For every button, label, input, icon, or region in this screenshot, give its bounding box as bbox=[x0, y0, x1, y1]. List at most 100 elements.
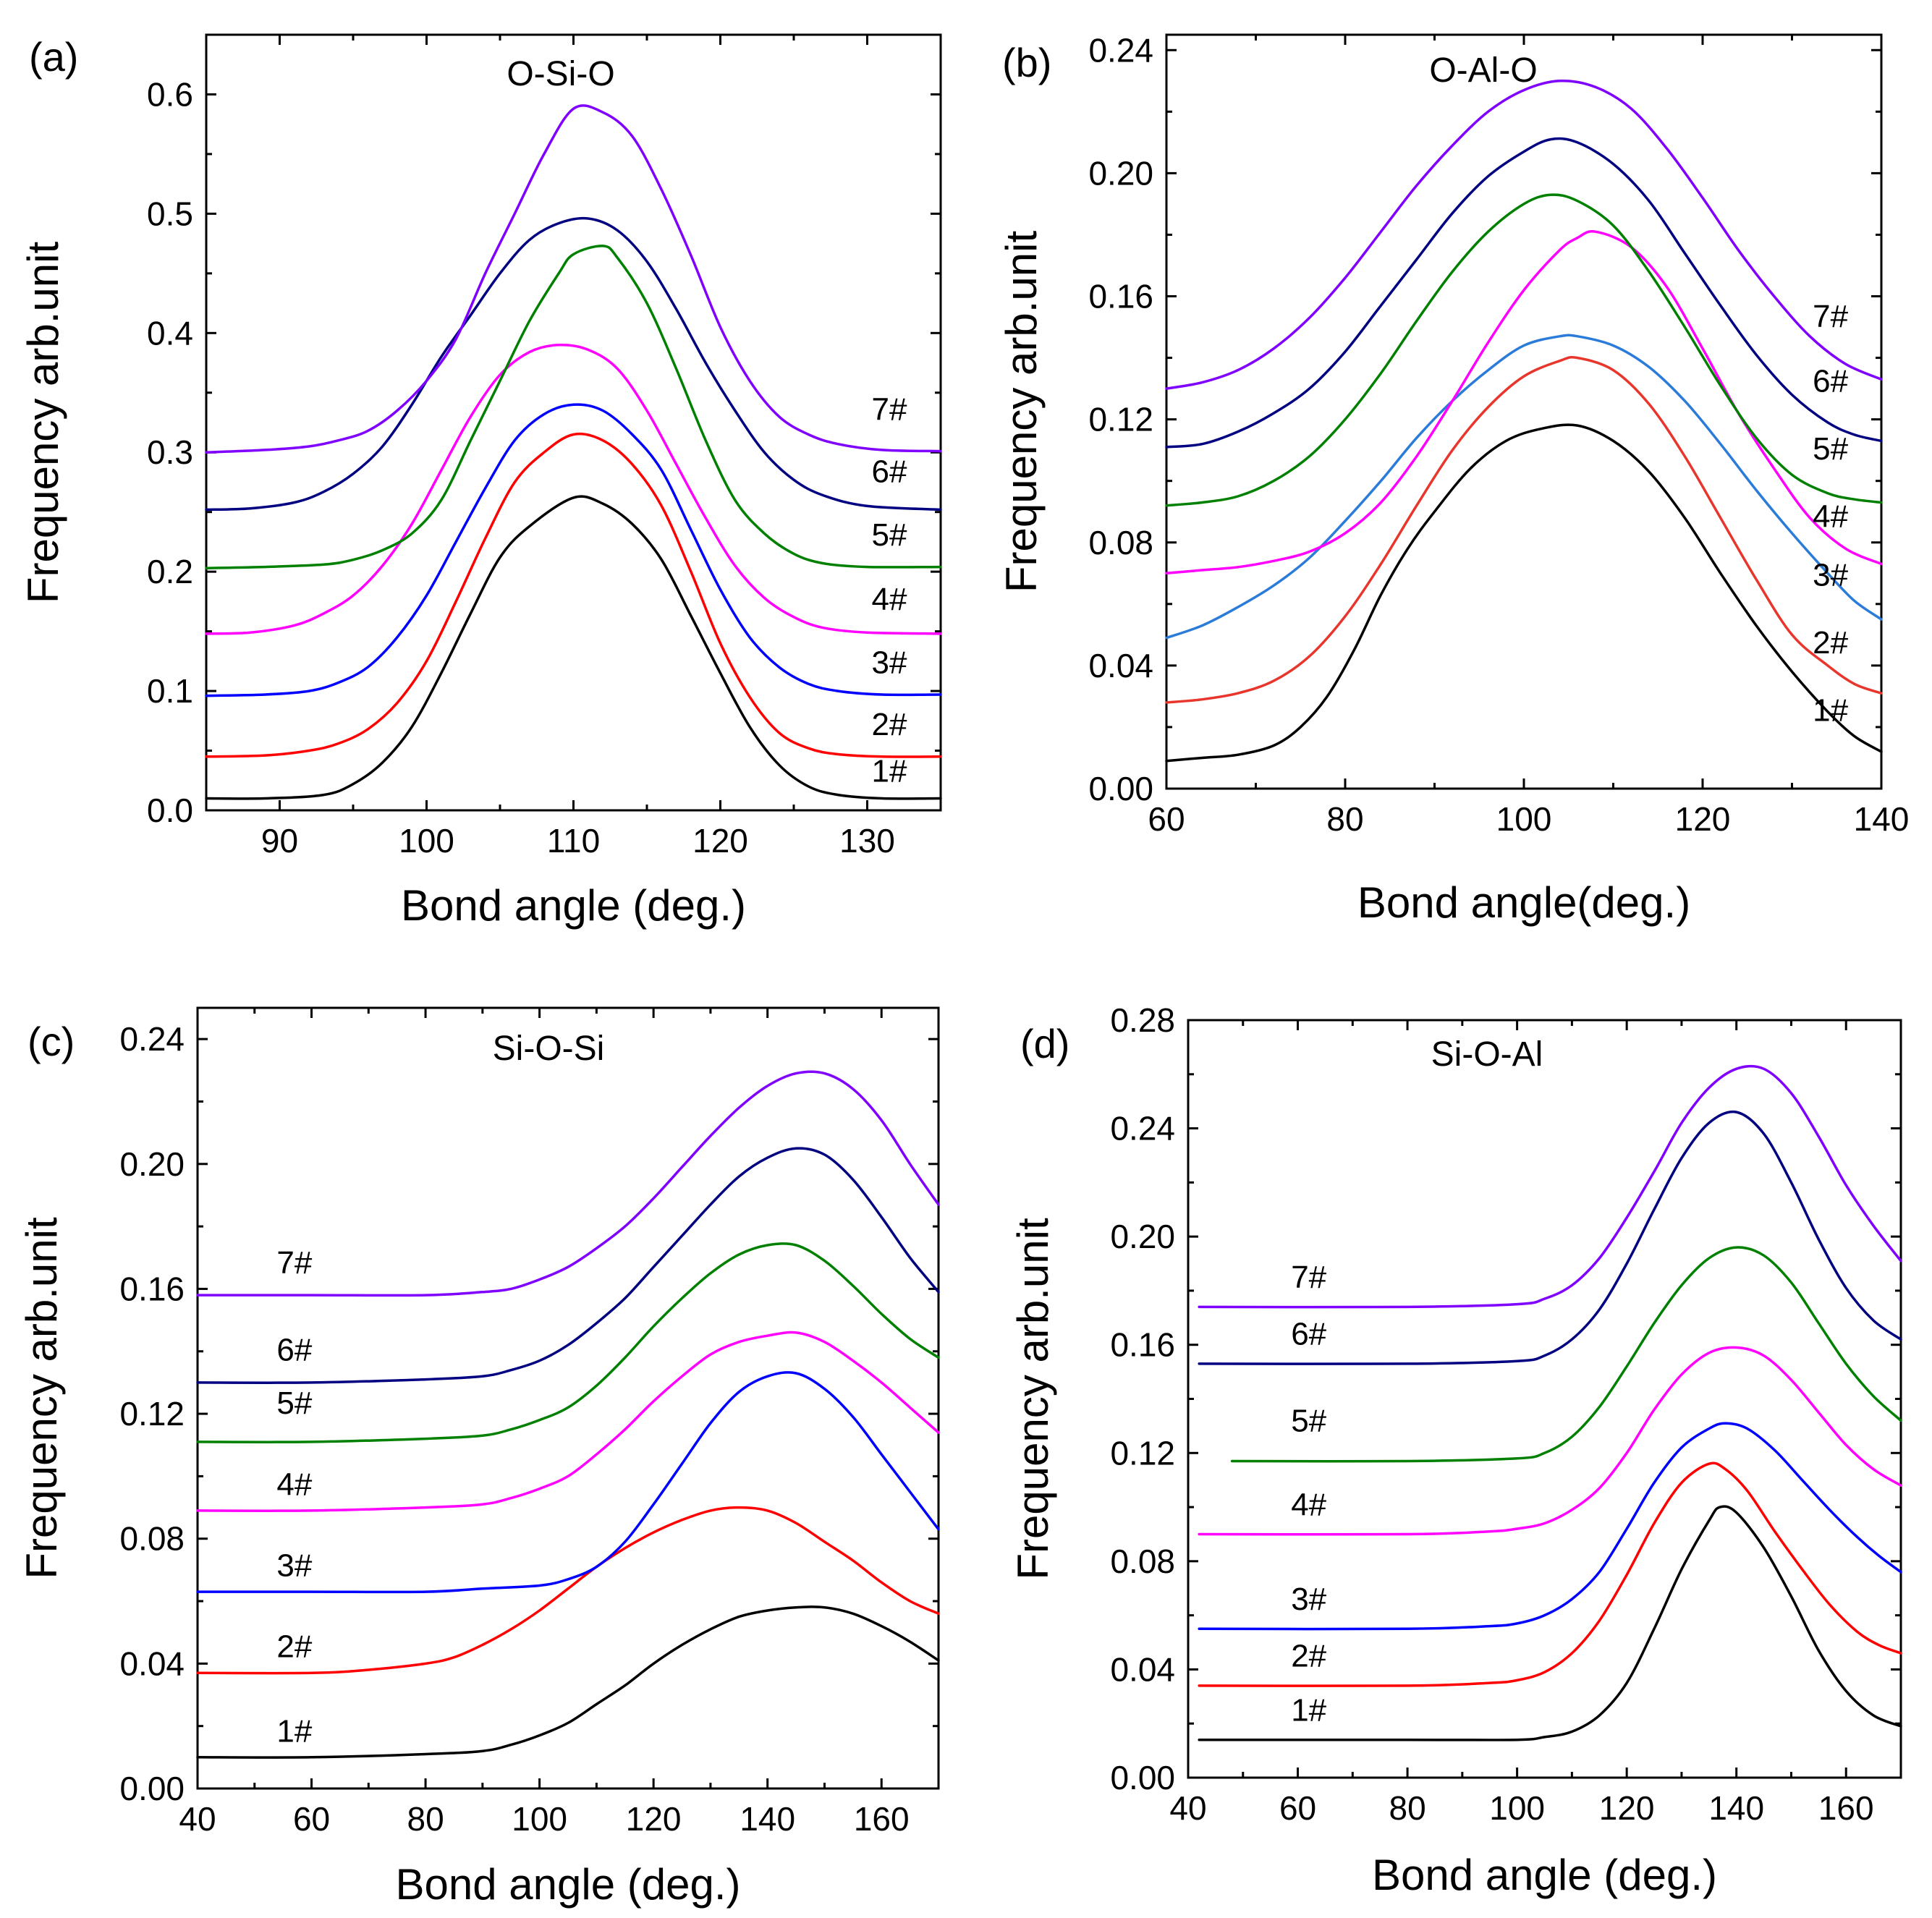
y-tick-label: 0.04 bbox=[1110, 1650, 1175, 1688]
series-line-2 bbox=[1198, 1461, 1902, 1687]
x-axis-label: Bond angle (deg.) bbox=[401, 881, 746, 930]
series-line-6 bbox=[1198, 1110, 1902, 1365]
y-tick-label: 0.04 bbox=[119, 1645, 185, 1682]
y-tick-label: 0.4 bbox=[147, 314, 193, 352]
series-line-4 bbox=[205, 343, 942, 635]
series-label: 3# bbox=[871, 645, 907, 680]
panel-label: (d) bbox=[1020, 1021, 1069, 1066]
series-label: 4# bbox=[871, 582, 907, 617]
plot-frame bbox=[196, 1006, 940, 1790]
series-line-1 bbox=[205, 495, 942, 800]
x-axis-label: Bond angle (deg.) bbox=[395, 1860, 740, 1909]
series-label: 5# bbox=[871, 517, 907, 553]
y-tick-label: 0.12 bbox=[1088, 401, 1153, 438]
plot-frame bbox=[1165, 33, 1883, 790]
y-tick-label: 0.28 bbox=[1110, 1001, 1175, 1039]
series-line-2 bbox=[196, 1506, 940, 1675]
y-tick-label: 0.5 bbox=[147, 195, 193, 232]
x-tick-label: 100 bbox=[512, 1800, 567, 1838]
series-label: 7# bbox=[871, 392, 907, 428]
x-tick-label: 110 bbox=[547, 822, 600, 860]
series-line-5 bbox=[1165, 193, 1883, 507]
x-tick-label: 80 bbox=[407, 1800, 444, 1838]
series-label: 3# bbox=[1291, 1582, 1326, 1617]
x-tick-label: 60 bbox=[1279, 1789, 1316, 1827]
series-line-7 bbox=[1198, 1064, 1902, 1309]
chart-title: O-Si-O bbox=[507, 55, 614, 93]
series-label: 3# bbox=[1813, 557, 1848, 593]
x-axis-label: Bond angle (deg.) bbox=[1372, 1851, 1717, 1899]
series-line-7 bbox=[1165, 79, 1883, 390]
x-tick-label: 140 bbox=[1854, 800, 1910, 838]
y-tick-label: 0.16 bbox=[1088, 278, 1153, 315]
chart-panel-3: 40 60 80 100 120 140 160 0.00 0.04 0.08 0.12 0.16 0.… bbox=[17, 1006, 940, 1909]
x-tick-label: 120 bbox=[1675, 800, 1731, 838]
chart-title: Si-O-Al bbox=[1431, 1035, 1543, 1074]
panel-label: (b) bbox=[1002, 40, 1051, 85]
series-label: 1# bbox=[1813, 692, 1848, 728]
y-tick-label: 0.16 bbox=[119, 1270, 185, 1307]
series-label: 4# bbox=[1291, 1487, 1326, 1522]
series-label: 2# bbox=[1813, 625, 1848, 661]
series-label: 4# bbox=[276, 1467, 312, 1502]
y-tick-label: 0.04 bbox=[1088, 647, 1153, 684]
chart-panel-1: 90 100 110 120 130 0.0 0.1 0.2 0.3 0.4 0.5 0.6 Bond … bbox=[19, 33, 942, 930]
x-tick-label: 40 bbox=[1169, 1789, 1206, 1827]
series-label: 2# bbox=[1291, 1639, 1326, 1674]
series-line-1 bbox=[1165, 423, 1883, 763]
y-tick-label: 0.12 bbox=[1110, 1434, 1175, 1472]
series-label: 7# bbox=[276, 1245, 312, 1281]
series-label: 7# bbox=[1813, 299, 1848, 334]
series-line-1 bbox=[196, 1605, 940, 1759]
x-tick-label: 80 bbox=[1389, 1789, 1425, 1827]
series-label: 4# bbox=[1813, 498, 1848, 534]
y-tick-label: 0.08 bbox=[119, 1520, 185, 1558]
y-tick-label: 0.20 bbox=[119, 1145, 185, 1183]
series-label: 1# bbox=[1291, 1692, 1326, 1728]
plot-frame bbox=[205, 33, 942, 812]
series-label: 6# bbox=[276, 1333, 312, 1368]
y-tick-label: 0.08 bbox=[1088, 524, 1153, 561]
series-label: 6# bbox=[1291, 1317, 1326, 1352]
series-line-5 bbox=[196, 1242, 940, 1443]
series-label: 2# bbox=[276, 1629, 312, 1665]
x-tick-label: 140 bbox=[1708, 1789, 1764, 1827]
series-label: 1# bbox=[276, 1713, 312, 1749]
x-tick-label: 130 bbox=[839, 822, 895, 860]
x-tick-label: 120 bbox=[1599, 1789, 1655, 1827]
series-line-5 bbox=[205, 245, 942, 569]
x-tick-label: 60 bbox=[1148, 800, 1185, 838]
panel-label: (c) bbox=[27, 1019, 75, 1064]
x-tick-label: 100 bbox=[1496, 800, 1552, 838]
panel-label: (a) bbox=[29, 34, 78, 80]
chart-panel-4: 40 60 80 100 120 140 160 0.00 0.04 0.08 0.12 0.16 0.… bbox=[1009, 1001, 1902, 1899]
series-line-2 bbox=[205, 432, 942, 758]
y-tick-label: 0.20 bbox=[1088, 154, 1153, 192]
series-line-4 bbox=[1198, 1346, 1902, 1536]
y-tick-label: 0.20 bbox=[1110, 1218, 1175, 1255]
series-line-3 bbox=[1198, 1422, 1902, 1631]
x-axis-label: Bond angle(deg.) bbox=[1357, 878, 1690, 927]
y-tick-label: 0.24 bbox=[1110, 1110, 1175, 1147]
y-tick-label: 0.16 bbox=[1110, 1326, 1175, 1364]
series-line-6 bbox=[205, 216, 942, 512]
series-line-3 bbox=[1165, 334, 1883, 640]
y-tick-label: 0.08 bbox=[1110, 1543, 1175, 1580]
x-tick-label: 160 bbox=[1818, 1789, 1874, 1827]
x-tick-label: 80 bbox=[1326, 800, 1363, 838]
x-tick-label: 120 bbox=[626, 1800, 682, 1838]
series-line-6 bbox=[196, 1147, 940, 1384]
x-tick-label: 100 bbox=[399, 822, 454, 860]
series-line-3 bbox=[205, 403, 942, 697]
x-tick-label: 160 bbox=[854, 1800, 910, 1838]
y-axis-label: Frequency arb.unit bbox=[19, 242, 67, 604]
series-line-4 bbox=[196, 1331, 940, 1512]
x-tick-label: 120 bbox=[692, 822, 748, 860]
y-axis-label: Frequency arb.unit bbox=[997, 231, 1046, 593]
y-axis-label: Frequency arb.unit bbox=[17, 1217, 66, 1579]
y-tick-label: 0.1 bbox=[147, 672, 193, 710]
series-line-1 bbox=[1198, 1505, 1902, 1741]
series-label: 2# bbox=[871, 707, 907, 742]
x-tick-label: 60 bbox=[293, 1800, 330, 1838]
chart-title: O-Al-O bbox=[1429, 51, 1537, 90]
